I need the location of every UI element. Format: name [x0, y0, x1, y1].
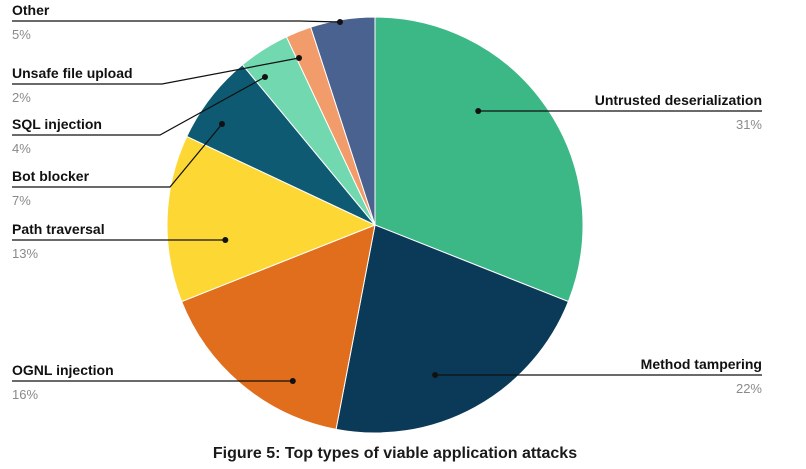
slice-percent-label: 16%: [12, 387, 38, 402]
slice-percent-label: 13%: [12, 246, 38, 261]
slice-category-label: Path traversal: [12, 221, 105, 237]
leader-dot: [219, 121, 225, 127]
slice-percent-label: 22%: [736, 381, 762, 396]
leader-line: [12, 20, 341, 23]
leader-line: [12, 57, 300, 85]
slice-percent-label: 5%: [12, 27, 31, 42]
slice-category-label: Other: [12, 2, 50, 18]
leader-dot: [475, 108, 482, 114]
slice-category-label: Unsafe file upload: [12, 65, 133, 81]
slice-category-label: Bot blocker: [12, 168, 90, 184]
pie-slice-method-tampering: [335, 224, 570, 434]
slice-percent-label: 7%: [12, 193, 31, 208]
leader-line: [12, 76, 266, 136]
leader-dot: [337, 19, 343, 25]
pie-slice-path-traversal: [166, 135, 377, 303]
slice-percent-label: 4%: [12, 141, 31, 156]
leader-dot: [262, 74, 268, 80]
leader-line: [12, 123, 223, 188]
slice-percent-label: 2%: [12, 90, 31, 105]
leader-dot: [222, 237, 229, 243]
leader-dot: [432, 372, 439, 378]
slice-category-label: SQL injection: [12, 116, 102, 132]
slice-percent-label: 31%: [736, 117, 762, 132]
slice-category-label: Untrusted deserialization: [595, 92, 762, 108]
pie-slice-other: [310, 16, 376, 226]
chart-title: Figure 5: Top types of viable applicatio…: [213, 445, 577, 462]
leader-dot: [289, 378, 296, 384]
leader-lines: [12, 19, 762, 384]
pie-slice-ognl-injection: [180, 224, 376, 430]
leader-dot: [296, 55, 302, 61]
pie-slice-untrusted-deserialization: [374, 16, 584, 303]
slice-labels: Untrusted deserialization 31% Method tampe…: [12, 2, 762, 402]
pie-slices: [166, 16, 584, 434]
slice-category-label: OGNL injection: [12, 362, 114, 378]
slice-category-label: Method tampering: [641, 356, 762, 372]
